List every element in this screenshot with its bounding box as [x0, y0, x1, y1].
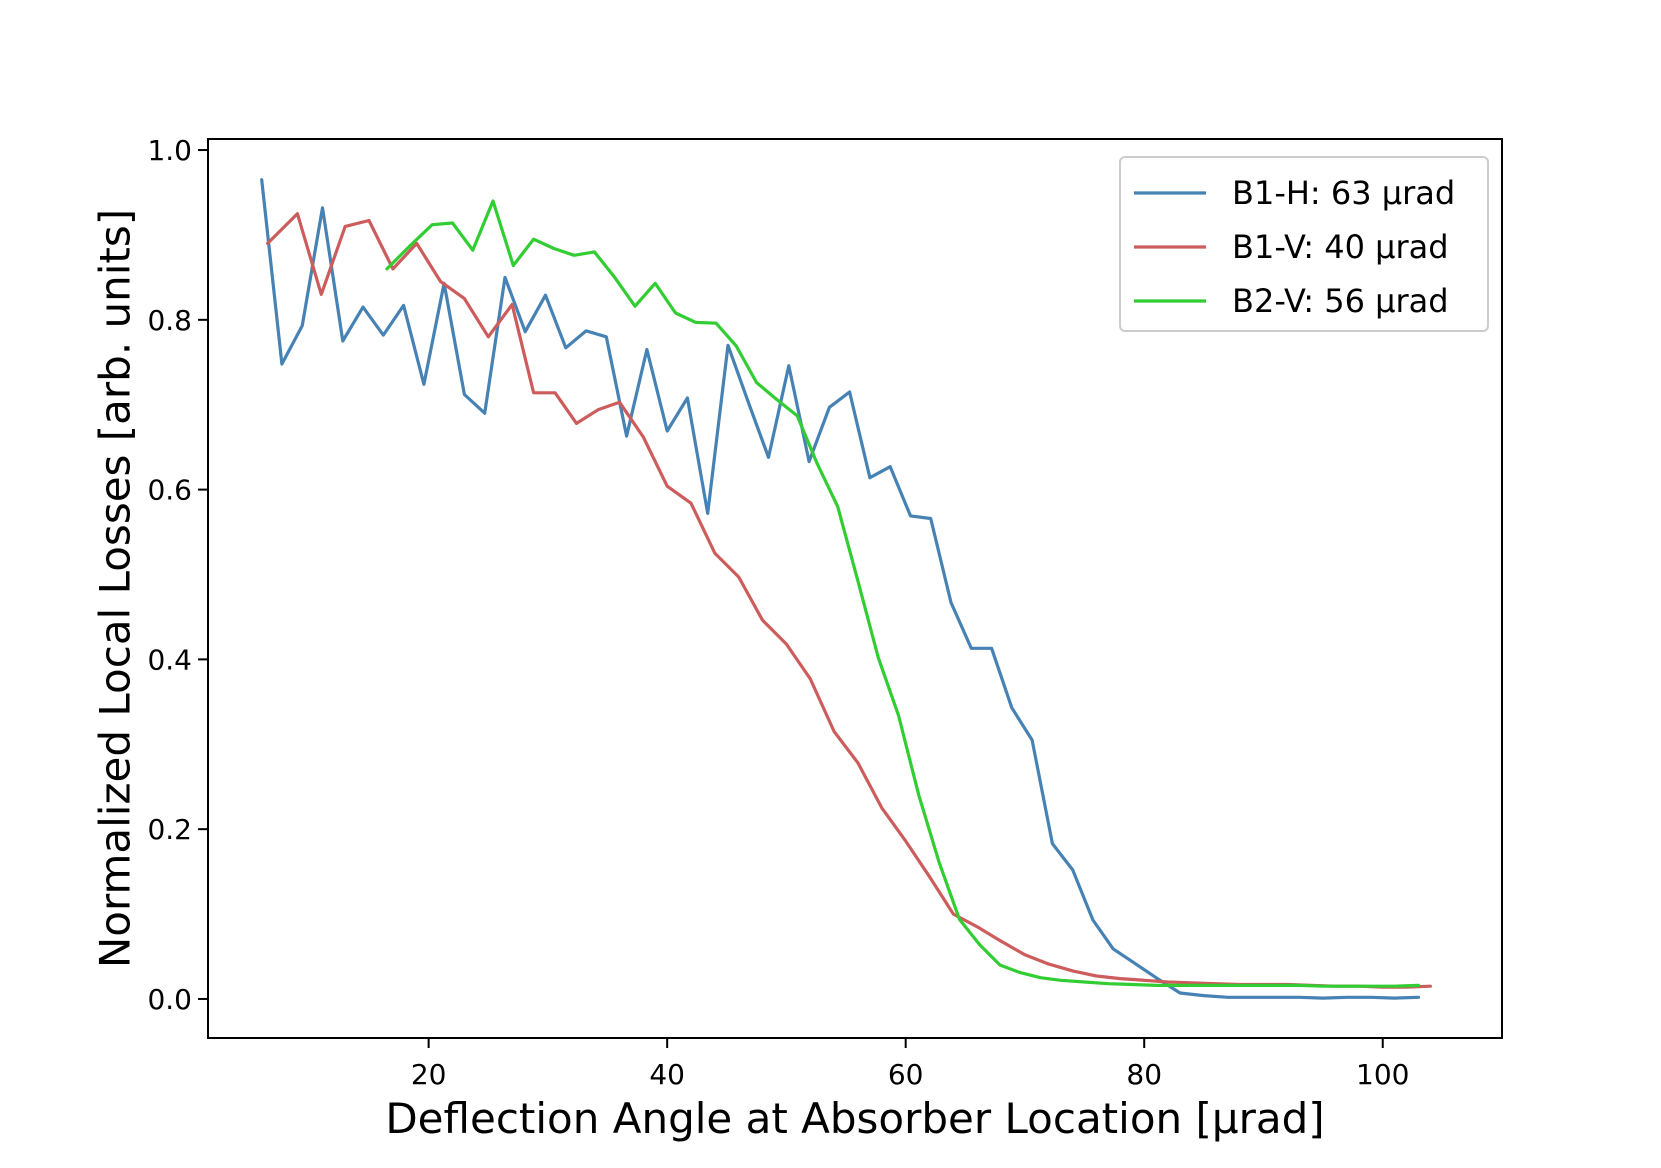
x-tick-label: 100	[1356, 1058, 1409, 1091]
legend: B1-H: 63 μrad B1-V: 40 μrad B2-V: 56 μrad	[1119, 156, 1489, 332]
legend-label: B1-V: 40 μrad	[1232, 228, 1449, 266]
series-line-1	[260, 178, 1421, 1000]
x-axis-title: Deflection Angle at Absorber Location [μ…	[385, 1094, 1324, 1143]
x-tick-label: 80	[1126, 1058, 1162, 1091]
plot-frame	[207, 138, 1503, 1039]
y-tick-label: 1.0	[147, 134, 192, 167]
x-axis-ticks: 20 40 60 80 100	[411, 1038, 1409, 1091]
x-tick-label: 40	[649, 1058, 685, 1091]
legend-label: B2-V: 56 μrad	[1232, 282, 1449, 320]
y-tick-label: 0.0	[147, 983, 192, 1016]
legend-label: B1-H: 63 μrad	[1232, 174, 1455, 212]
x-tick-label: 20	[411, 1058, 447, 1091]
y-tick-label: 0.4	[147, 643, 192, 676]
x-tick-label: 60	[888, 1058, 924, 1091]
series-line-3	[385, 199, 1421, 988]
y-tick-label: 0.6	[147, 474, 192, 507]
y-tick-label: 0.8	[147, 304, 192, 337]
legend-box	[1119, 156, 1489, 332]
y-tick-label: 0.2	[147, 813, 192, 846]
y-axis-title: Normalized Local Losses [arb. units]	[91, 209, 140, 968]
series-layer	[260, 178, 1433, 1000]
y-axis-ticks: 0.0 0.2 0.4 0.6 0.8 1.0	[147, 134, 208, 1016]
